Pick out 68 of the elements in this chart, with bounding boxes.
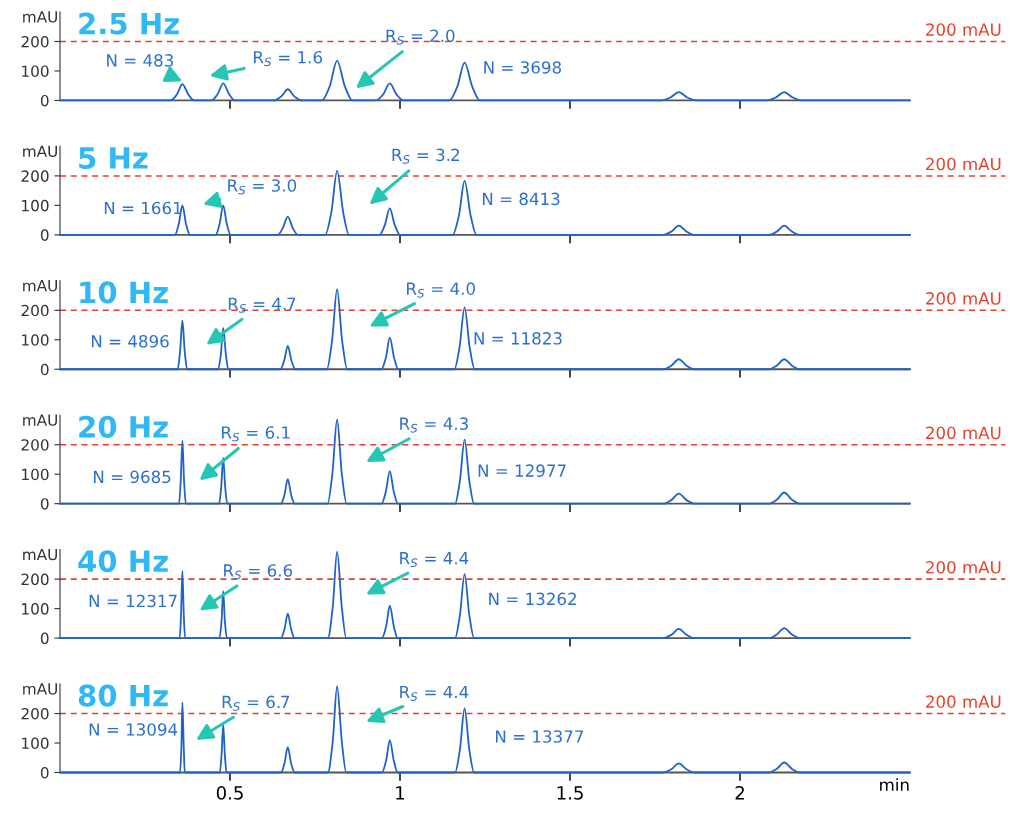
- y-tick-label: 100: [22, 737, 49, 750]
- y-tick-label: 0: [40, 94, 49, 107]
- annotation: R$_{S}$ = 6.7: [222, 695, 290, 711]
- y-axis-title: mAU: [23, 145, 57, 158]
- x-tick-label: 0.5: [216, 786, 243, 800]
- chart-title: 80 Hz: [78, 684, 168, 707]
- y-tick-label: 200: [21, 573, 49, 586]
- annotation: R$_{S}$ = 4.4: [400, 685, 469, 701]
- ref-line-label: 200 mAU: [926, 157, 1001, 171]
- ref-line-label: 200 mAU: [926, 426, 1001, 440]
- y-tick-label: 100: [22, 334, 49, 346]
- annotation: R$_{S}$ = 6.1: [222, 426, 290, 442]
- y-tick-label: 0: [40, 498, 49, 510]
- ref-line-label: 200 mAU: [926, 695, 1001, 708]
- y-tick-label: 0: [40, 229, 49, 241]
- annotation: N = 8413: [482, 192, 560, 206]
- annotation: N = 11823: [474, 332, 562, 345]
- annotation: R$_{S}$ = 4.3: [400, 417, 468, 433]
- y-tick-label: 200: [21, 304, 49, 317]
- ref-line-label: 200 mAU: [926, 292, 1001, 305]
- chart-title: 20 Hz: [79, 415, 168, 438]
- annotation: R$_{S}$ = 3.0: [228, 179, 297, 195]
- x-tick-label: 1: [396, 786, 405, 800]
- y-tick-label: 200: [21, 35, 49, 48]
- annotation: R$_{S}$ = 4.7: [228, 297, 296, 313]
- line-series: [59, 169, 911, 236]
- annotation: R$_{S}$ = 2.0: [386, 29, 455, 45]
- y-axis-title: mAU: [23, 11, 57, 23]
- annotation: R$_{S}$ = 4.0: [407, 282, 475, 298]
- annotation: R$_{S}$ = 4.4: [400, 552, 469, 568]
- y-axis-title: mAU: [23, 414, 57, 426]
- annotation: R$_{S}$ = 1.6: [254, 50, 322, 67]
- ref-line-label: 200 mAU: [926, 23, 1001, 36]
- annotation: N = 4896: [91, 334, 169, 348]
- y-tick-label: 200: [21, 708, 49, 720]
- annotation: N = 13094: [89, 723, 178, 736]
- annotation: N = 3698: [484, 61, 561, 74]
- y-tick-label: 100: [22, 65, 49, 77]
- y-tick-label: 0: [40, 632, 49, 645]
- y-tick-label: 100: [22, 603, 49, 615]
- y-tick-label: 0: [40, 363, 49, 376]
- y-axis-title: mAU: [23, 683, 57, 695]
- y-axis-title: mAU: [23, 548, 57, 561]
- y-tick-label: 100: [22, 468, 49, 481]
- y-tick-label: 200: [21, 170, 49, 182]
- line-series: [59, 550, 911, 639]
- ref-line-label: 200 mAU: [926, 560, 1001, 574]
- annotation: N = 13377: [496, 730, 583, 743]
- annotation: N = 9685: [93, 470, 171, 484]
- chart-title: 2.5 Hz: [79, 12, 179, 35]
- annotation: N = 12317: [89, 594, 177, 608]
- y-tick-label: 100: [22, 199, 49, 212]
- annotation: R$_{S}$ = 6.6: [224, 564, 293, 580]
- line-series: [59, 685, 911, 774]
- y-tick-label: 0: [40, 766, 49, 779]
- annotation: N = 13262: [489, 592, 576, 606]
- x-axis-title: min: [880, 778, 909, 791]
- annotation: N = 483: [107, 54, 173, 67]
- chart-title: 10 Hz: [80, 281, 168, 304]
- x-tick-label: 1.5: [557, 786, 583, 800]
- annotation: R$_{S}$ = 3.2: [392, 148, 460, 164]
- annotation: N = 1661: [104, 201, 182, 215]
- chart-title: 40 Hz: [78, 550, 168, 573]
- y-tick-label: 200: [21, 439, 49, 451]
- x-tick-label: 2: [735, 786, 744, 800]
- y-axis-title: mAU: [23, 280, 57, 292]
- chart-title: 5 Hz: [79, 147, 148, 169]
- annotation: N = 12977: [478, 464, 566, 477]
